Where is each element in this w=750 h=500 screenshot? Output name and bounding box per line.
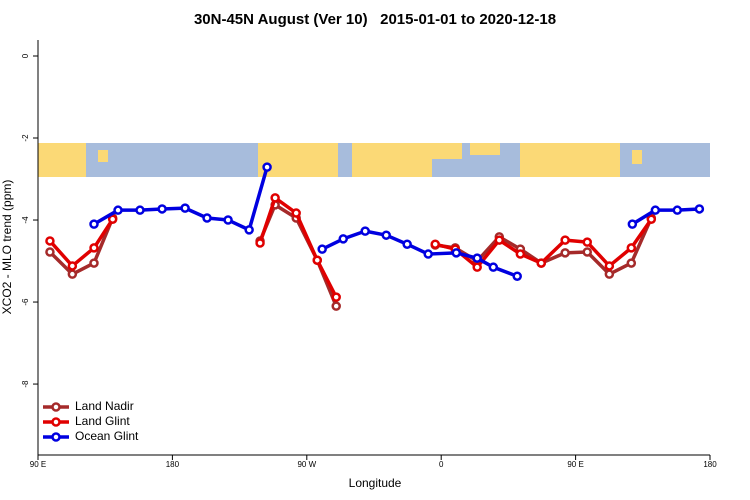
data-point bbox=[113, 205, 123, 215]
data-point bbox=[488, 262, 499, 272]
data-point bbox=[402, 239, 412, 249]
data-point bbox=[360, 226, 370, 236]
data-point bbox=[560, 248, 570, 258]
series-line bbox=[93, 166, 700, 278]
legend-label: Ocean Glint bbox=[75, 429, 139, 443]
data-point bbox=[604, 261, 615, 271]
data-point bbox=[89, 258, 99, 268]
data-point bbox=[331, 292, 341, 302]
x-axis-label: Longitude bbox=[349, 476, 402, 490]
data-point bbox=[89, 243, 99, 253]
data-point bbox=[244, 225, 254, 235]
data-point bbox=[45, 236, 55, 246]
legend-marker bbox=[51, 417, 61, 427]
y-tick-label: -2 bbox=[21, 134, 30, 142]
data-point bbox=[180, 203, 190, 213]
x-tick-label: 90 E bbox=[567, 460, 583, 469]
data-point bbox=[312, 255, 323, 265]
y-axis-label: XCO2 - MLO trend (ppm) bbox=[0, 180, 14, 315]
data-point bbox=[694, 204, 705, 214]
series bbox=[45, 200, 657, 311]
data-point bbox=[423, 249, 433, 259]
legend-label: Land Glint bbox=[75, 414, 130, 428]
data-point bbox=[223, 215, 233, 225]
data-point bbox=[604, 269, 615, 279]
data-point bbox=[560, 235, 570, 245]
data-point bbox=[472, 262, 482, 272]
series bbox=[45, 193, 657, 302]
data-point bbox=[270, 193, 280, 203]
data-point bbox=[317, 244, 327, 254]
chart-title: 30N-45N August (Ver 10) 2015-01-01 to 20… bbox=[194, 11, 556, 28]
data-point bbox=[291, 208, 301, 218]
x-tick-label: 90 E bbox=[30, 460, 46, 469]
x-tick-label: 0 bbox=[439, 460, 444, 469]
data-point bbox=[494, 235, 505, 245]
map-strip bbox=[38, 143, 710, 177]
data-point bbox=[472, 253, 482, 263]
x-tick-label: 90 W bbox=[297, 460, 316, 469]
data-point bbox=[626, 258, 637, 268]
data-point bbox=[650, 205, 661, 215]
data-point bbox=[135, 205, 145, 215]
legend-marker bbox=[51, 402, 61, 412]
data-point bbox=[626, 243, 637, 253]
y-tick-label: -8 bbox=[21, 380, 30, 388]
x-tick-label: 180 bbox=[703, 460, 717, 469]
data-point bbox=[582, 237, 592, 247]
data-point bbox=[646, 214, 657, 224]
data-point bbox=[451, 248, 462, 258]
data-point bbox=[202, 213, 212, 223]
series-line bbox=[48, 203, 653, 307]
data-point bbox=[338, 234, 348, 244]
data-point bbox=[67, 261, 78, 271]
data-point bbox=[255, 238, 265, 248]
data-point bbox=[627, 219, 638, 229]
data-point bbox=[262, 162, 272, 172]
data-point bbox=[157, 204, 167, 214]
data-point bbox=[536, 258, 547, 268]
y-tick-label: 0 bbox=[21, 53, 30, 58]
legend-label: Land Nadir bbox=[75, 399, 134, 413]
data-point bbox=[331, 301, 341, 311]
data-point bbox=[107, 214, 118, 224]
y-tick-label: -4 bbox=[21, 216, 30, 224]
y-tick-label: -6 bbox=[21, 298, 30, 306]
series bbox=[89, 162, 705, 281]
data-point bbox=[512, 271, 522, 281]
data-point bbox=[89, 219, 99, 229]
data-point bbox=[381, 230, 391, 240]
x-tick-label: 180 bbox=[166, 460, 180, 469]
data-point bbox=[45, 247, 55, 257]
legend-marker bbox=[51, 432, 61, 442]
data-point bbox=[67, 269, 78, 279]
data-point bbox=[672, 205, 683, 215]
data-point bbox=[430, 239, 440, 249]
data-point bbox=[515, 249, 526, 259]
data-point bbox=[582, 247, 592, 257]
